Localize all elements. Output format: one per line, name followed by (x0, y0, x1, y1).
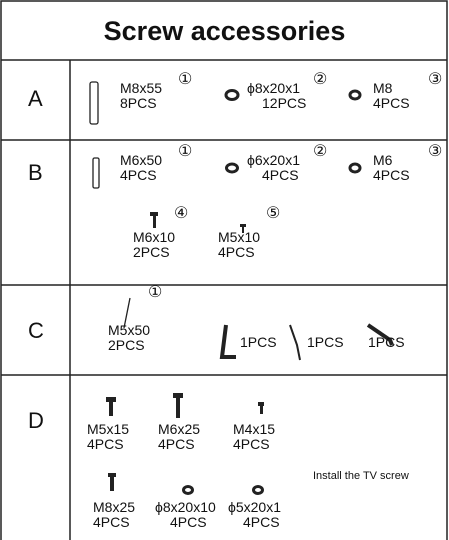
item-qty: 4PCS (262, 167, 299, 183)
item-qty: 4PCS (170, 514, 207, 530)
item-qty: 4PCS (233, 436, 270, 452)
item-qty: 12PCS (262, 95, 307, 111)
item-qty: 4PCS (373, 167, 410, 183)
item-qty: 4PCS (218, 244, 255, 260)
item-index: ③ (428, 143, 443, 160)
item-name: M5x15 (87, 421, 130, 437)
section-label: A (28, 86, 43, 111)
note: Install the TV screw (313, 470, 409, 482)
item-name: M8 (373, 80, 393, 96)
item-name: M8x25 (93, 499, 136, 515)
item-name: ϕ6x20x1 (247, 152, 300, 168)
item-qty: 4PCS (93, 514, 130, 530)
item-index: ② (313, 143, 328, 160)
item-qty: 1PCS (368, 334, 405, 350)
item-index: ① (178, 71, 193, 88)
item-name: ϕ5x20x1 (228, 499, 281, 515)
section-label: B (28, 160, 43, 185)
item-name: M5x50 (108, 322, 151, 338)
item-qty: 1PCS (307, 334, 344, 350)
item-name: M8x55 (120, 80, 163, 96)
title: Screw accessories (103, 16, 346, 46)
section-label: D (28, 408, 44, 433)
item-qty: 8PCS (120, 95, 157, 111)
item-name: ϕ8x20x1 (247, 80, 300, 96)
item-name: M6 (373, 152, 393, 168)
item-name: M5x10 (218, 229, 261, 245)
item-index: ⑤ (266, 205, 281, 222)
item-name: M6x10 (133, 229, 176, 245)
item-name: ϕ8x20x10 (155, 499, 216, 515)
item-index: ① (148, 284, 163, 301)
item-qty: 2PCS (108, 337, 145, 353)
item-qty: 2PCS (133, 244, 170, 260)
item-name: M6x50 (120, 152, 163, 168)
item-index: ② (313, 71, 328, 88)
item-qty: 1PCS (240, 334, 277, 350)
item-index: ① (178, 143, 193, 160)
item-qty: 4PCS (158, 436, 195, 452)
item-name: M4x15 (233, 421, 276, 437)
item-qty: 4PCS (87, 436, 124, 452)
item-qty: 4PCS (373, 95, 410, 111)
section-label: C (28, 318, 44, 343)
item-qty: 4PCS (120, 167, 157, 183)
item-qty: 4PCS (243, 514, 280, 530)
item-index: ④ (174, 205, 189, 222)
item-name: M6x25 (158, 421, 201, 437)
item-index: ③ (428, 71, 443, 88)
